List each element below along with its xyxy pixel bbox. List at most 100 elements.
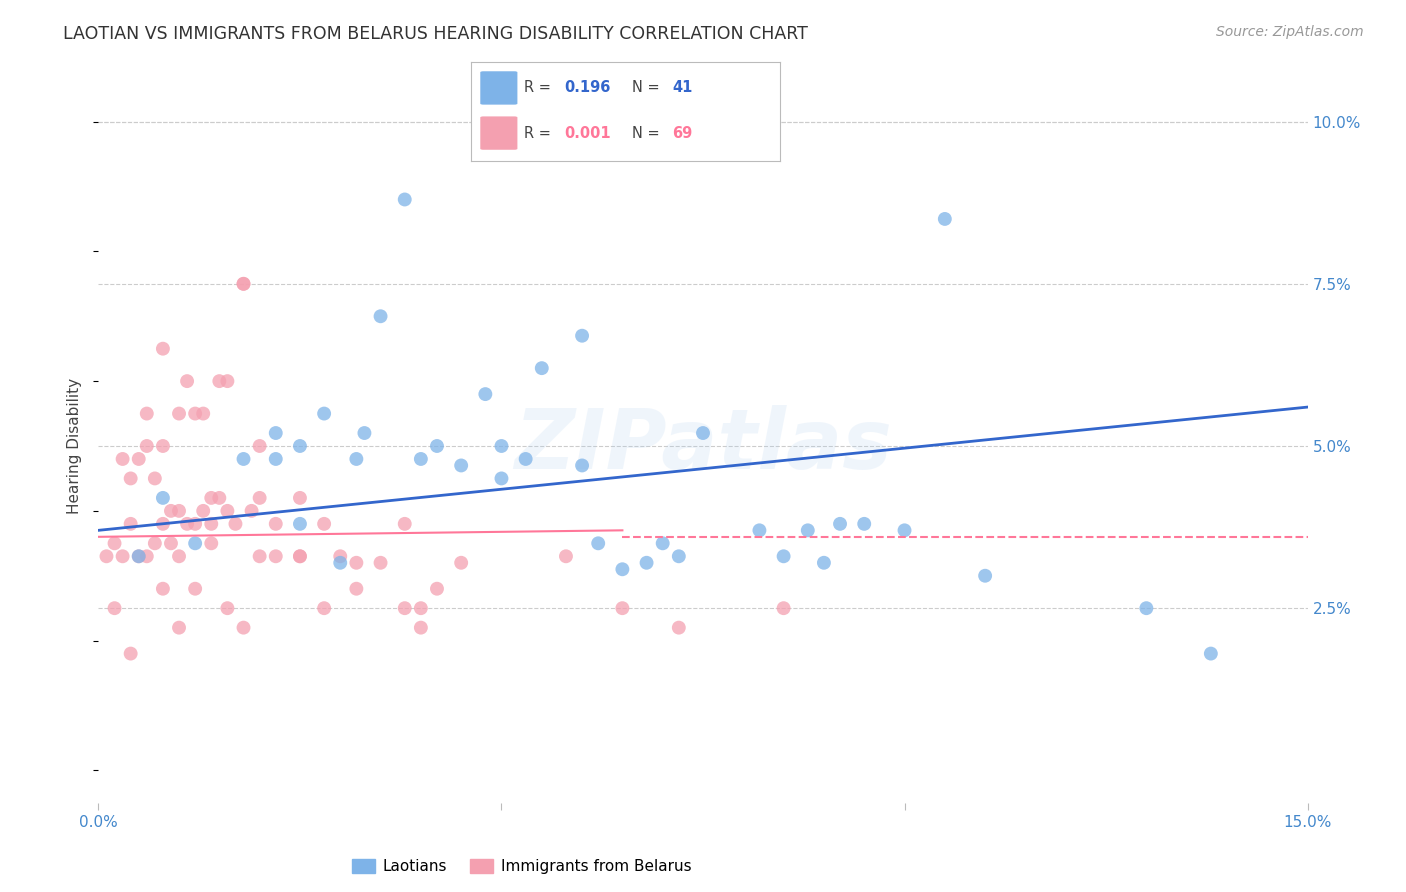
Point [217,374,239,388]
Point [128,549,150,564]
Point [167,549,190,564]
Point [651,536,673,550]
Point [103,536,125,550]
Point [893,524,915,538]
Point [264,516,287,531]
Point [450,458,472,473]
Point [135,407,157,421]
Point [586,536,609,550]
Legend: Laotians, Immigrants from Belarus: Laotians, Immigrants from Belarus [346,854,697,880]
Point [344,582,367,596]
Point [828,516,851,531]
Text: ZIPatlas: ZIPatlas [515,406,891,486]
Point [288,516,311,531]
Point [314,516,336,531]
Point [571,458,593,473]
Point [160,504,183,518]
Point [797,524,820,538]
Point [748,524,770,538]
Point [288,549,311,564]
Point [264,452,287,467]
Point [120,471,142,485]
Point [426,582,449,596]
Point [128,452,150,467]
Point [344,452,367,467]
Point [1135,601,1157,615]
FancyBboxPatch shape [481,117,517,150]
Point [152,342,174,356]
Point [264,549,287,564]
Point [409,601,432,615]
Point [394,601,416,615]
Point [772,549,794,564]
Text: R =: R = [523,126,555,141]
Point [668,549,690,564]
Text: 0.196: 0.196 [564,80,610,95]
Point [288,439,311,453]
Point [288,549,311,564]
Point [208,374,231,388]
Point [692,425,714,440]
Point [152,491,174,505]
Point [217,601,239,615]
Point [143,471,166,485]
Point [450,556,472,570]
Point [264,425,287,440]
Point [636,556,658,570]
Point [152,582,174,596]
Point [772,601,794,615]
Point [167,504,190,518]
Point [103,601,125,615]
Text: N =: N = [631,80,664,95]
FancyBboxPatch shape [481,71,517,104]
Point [111,549,134,564]
Point [143,536,166,550]
Point [426,439,449,453]
Point [120,647,142,661]
Point [370,556,392,570]
Point [128,549,150,564]
Point [515,452,537,467]
Point [409,452,432,467]
Point [329,556,352,570]
Point [329,549,352,564]
Point [344,556,367,570]
Point [208,491,231,505]
Point [167,407,190,421]
Point [200,536,222,550]
Point [232,621,254,635]
Point [111,452,134,467]
Point [612,562,634,576]
Point [394,193,416,207]
Point [176,516,198,531]
Point [217,504,239,518]
Point [160,536,183,550]
Point [96,549,118,564]
Point [184,407,207,421]
Point [135,439,157,453]
Y-axis label: Hearing Disability: Hearing Disability [67,378,83,514]
Point [232,277,254,291]
Point [152,439,174,453]
Point [184,536,207,550]
Point [176,374,198,388]
Point [474,387,496,401]
Point [193,407,215,421]
Point [370,310,392,324]
Point [232,277,254,291]
Text: N =: N = [631,126,664,141]
Point [184,516,207,531]
Point [612,601,634,615]
Point [491,439,513,453]
Point [853,516,876,531]
Point [240,504,263,518]
Point [974,568,997,582]
Point [200,491,222,505]
Point [249,491,271,505]
Point [224,516,246,531]
Point [314,601,336,615]
Text: R =: R = [523,80,555,95]
Point [394,516,416,531]
Text: 0.001: 0.001 [564,126,610,141]
Point [135,549,157,564]
